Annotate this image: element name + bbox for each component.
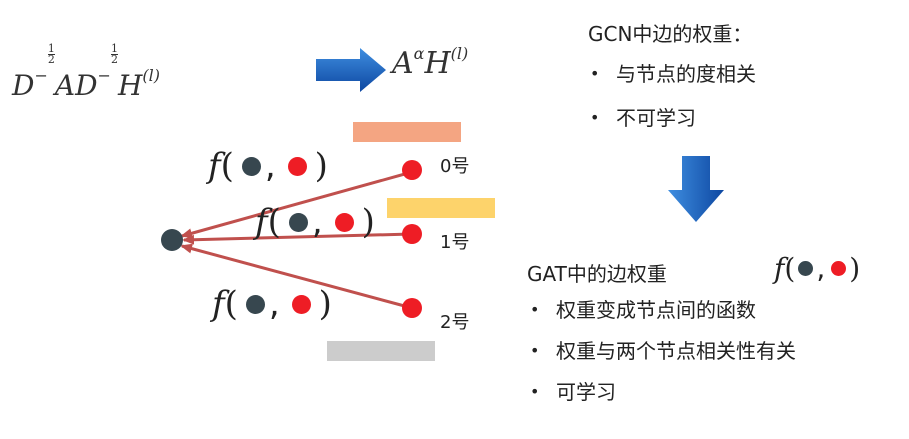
dark-node-icon — [288, 212, 308, 232]
edge-function-2: f( , ) — [212, 284, 332, 324]
edge-0 — [180, 170, 413, 239]
gat-bullet-list: 权重变成节点间的函数 权重与两个节点相关性有关 可学习 — [526, 300, 796, 402]
fn-open-paren: ( — [224, 284, 238, 324]
edge-1 — [182, 232, 413, 245]
formula-minus1: − — [34, 66, 48, 85]
gat-weights-title: GAT中的边权重 — [527, 262, 667, 286]
red-node-icon — [291, 294, 311, 314]
down-arrow-icon — [668, 156, 724, 222]
fn-name: f — [255, 202, 268, 242]
frac1-den: 2 — [47, 53, 55, 66]
node-2 — [402, 298, 422, 318]
node-1 — [402, 224, 422, 244]
fn-close-paren: ) — [314, 146, 328, 186]
formula-minus2: − — [97, 66, 111, 85]
node-0 — [402, 160, 422, 180]
right-arrow-icon — [316, 48, 386, 92]
fn-comma: , — [311, 202, 323, 242]
red-node-icon — [334, 212, 354, 232]
fn-open-paren: ( — [220, 146, 234, 186]
formula-exp2: −1 2 — [97, 43, 118, 85]
attention-formula: AαH(l) — [392, 44, 468, 81]
red-node-icon — [287, 156, 307, 176]
gat-bullet-item: 权重变成节点间的函数 — [526, 300, 796, 320]
fn-name: f — [774, 252, 785, 285]
node-label-0: 0号 — [440, 156, 470, 177]
dark-node-icon — [245, 294, 265, 314]
fn-close-paren: ) — [361, 202, 375, 242]
gcn-bullet-list: 与节点的度相关 不可学习 — [586, 64, 756, 128]
fn-comma: , — [268, 284, 280, 324]
weight-bar-1 — [387, 198, 495, 218]
formula-attn-layer-sup: (l) — [450, 44, 469, 63]
frac1-num: 1 — [47, 42, 55, 55]
formula-h: H — [117, 69, 143, 102]
red-node-icon — [831, 261, 847, 276]
fn-name: f — [212, 284, 225, 324]
gat-function-expr: f( , ) — [774, 252, 860, 285]
formula-alpha: α — [413, 44, 425, 63]
gcn-normalized-formula: D− 1 2 AD− 1 2 H(l) — [12, 43, 160, 102]
fn-open-paren: ( — [267, 202, 281, 242]
gcn-bullet-item: 与节点的度相关 — [586, 64, 756, 84]
weight-bar-0 — [353, 122, 461, 142]
dark-node-icon — [241, 156, 261, 176]
formula-attn-a: A — [392, 46, 414, 81]
fn-name: f — [208, 146, 221, 186]
fn-open-paren: ( — [784, 252, 796, 285]
frac2-num: 1 — [110, 42, 118, 55]
fn-close-paren: ) — [318, 284, 332, 324]
center-node — [161, 229, 183, 251]
gat-bullet-item: 可学习 — [526, 382, 796, 402]
formula-d2: D — [75, 69, 98, 102]
formula-a: A — [54, 69, 76, 102]
weight-bar-2 — [327, 341, 435, 361]
gcn-bullet-item: 不可学习 — [586, 108, 756, 128]
formula-exp1: −1 2 — [34, 43, 55, 85]
gat-bullet-item: 权重与两个节点相关性有关 — [526, 341, 796, 361]
fn-comma: , — [264, 146, 276, 186]
edge-function-0: f( , ) — [208, 146, 328, 186]
formula-d1: D — [12, 69, 35, 102]
node-label-1: 1号 — [440, 232, 470, 253]
gcn-weights-title: GCN中边的权重： — [588, 22, 753, 46]
node-label-2: 2号 — [440, 312, 470, 333]
edge-2 — [180, 243, 413, 310]
formula-layer-sup: (l) — [142, 66, 160, 85]
formula-attn-h: H — [424, 46, 451, 81]
edge-function-1: f( , ) — [255, 202, 375, 242]
dark-node-icon — [798, 261, 814, 276]
frac2-den: 2 — [110, 53, 118, 66]
fn-comma: , — [816, 252, 826, 285]
fn-close-paren: ) — [849, 252, 861, 285]
